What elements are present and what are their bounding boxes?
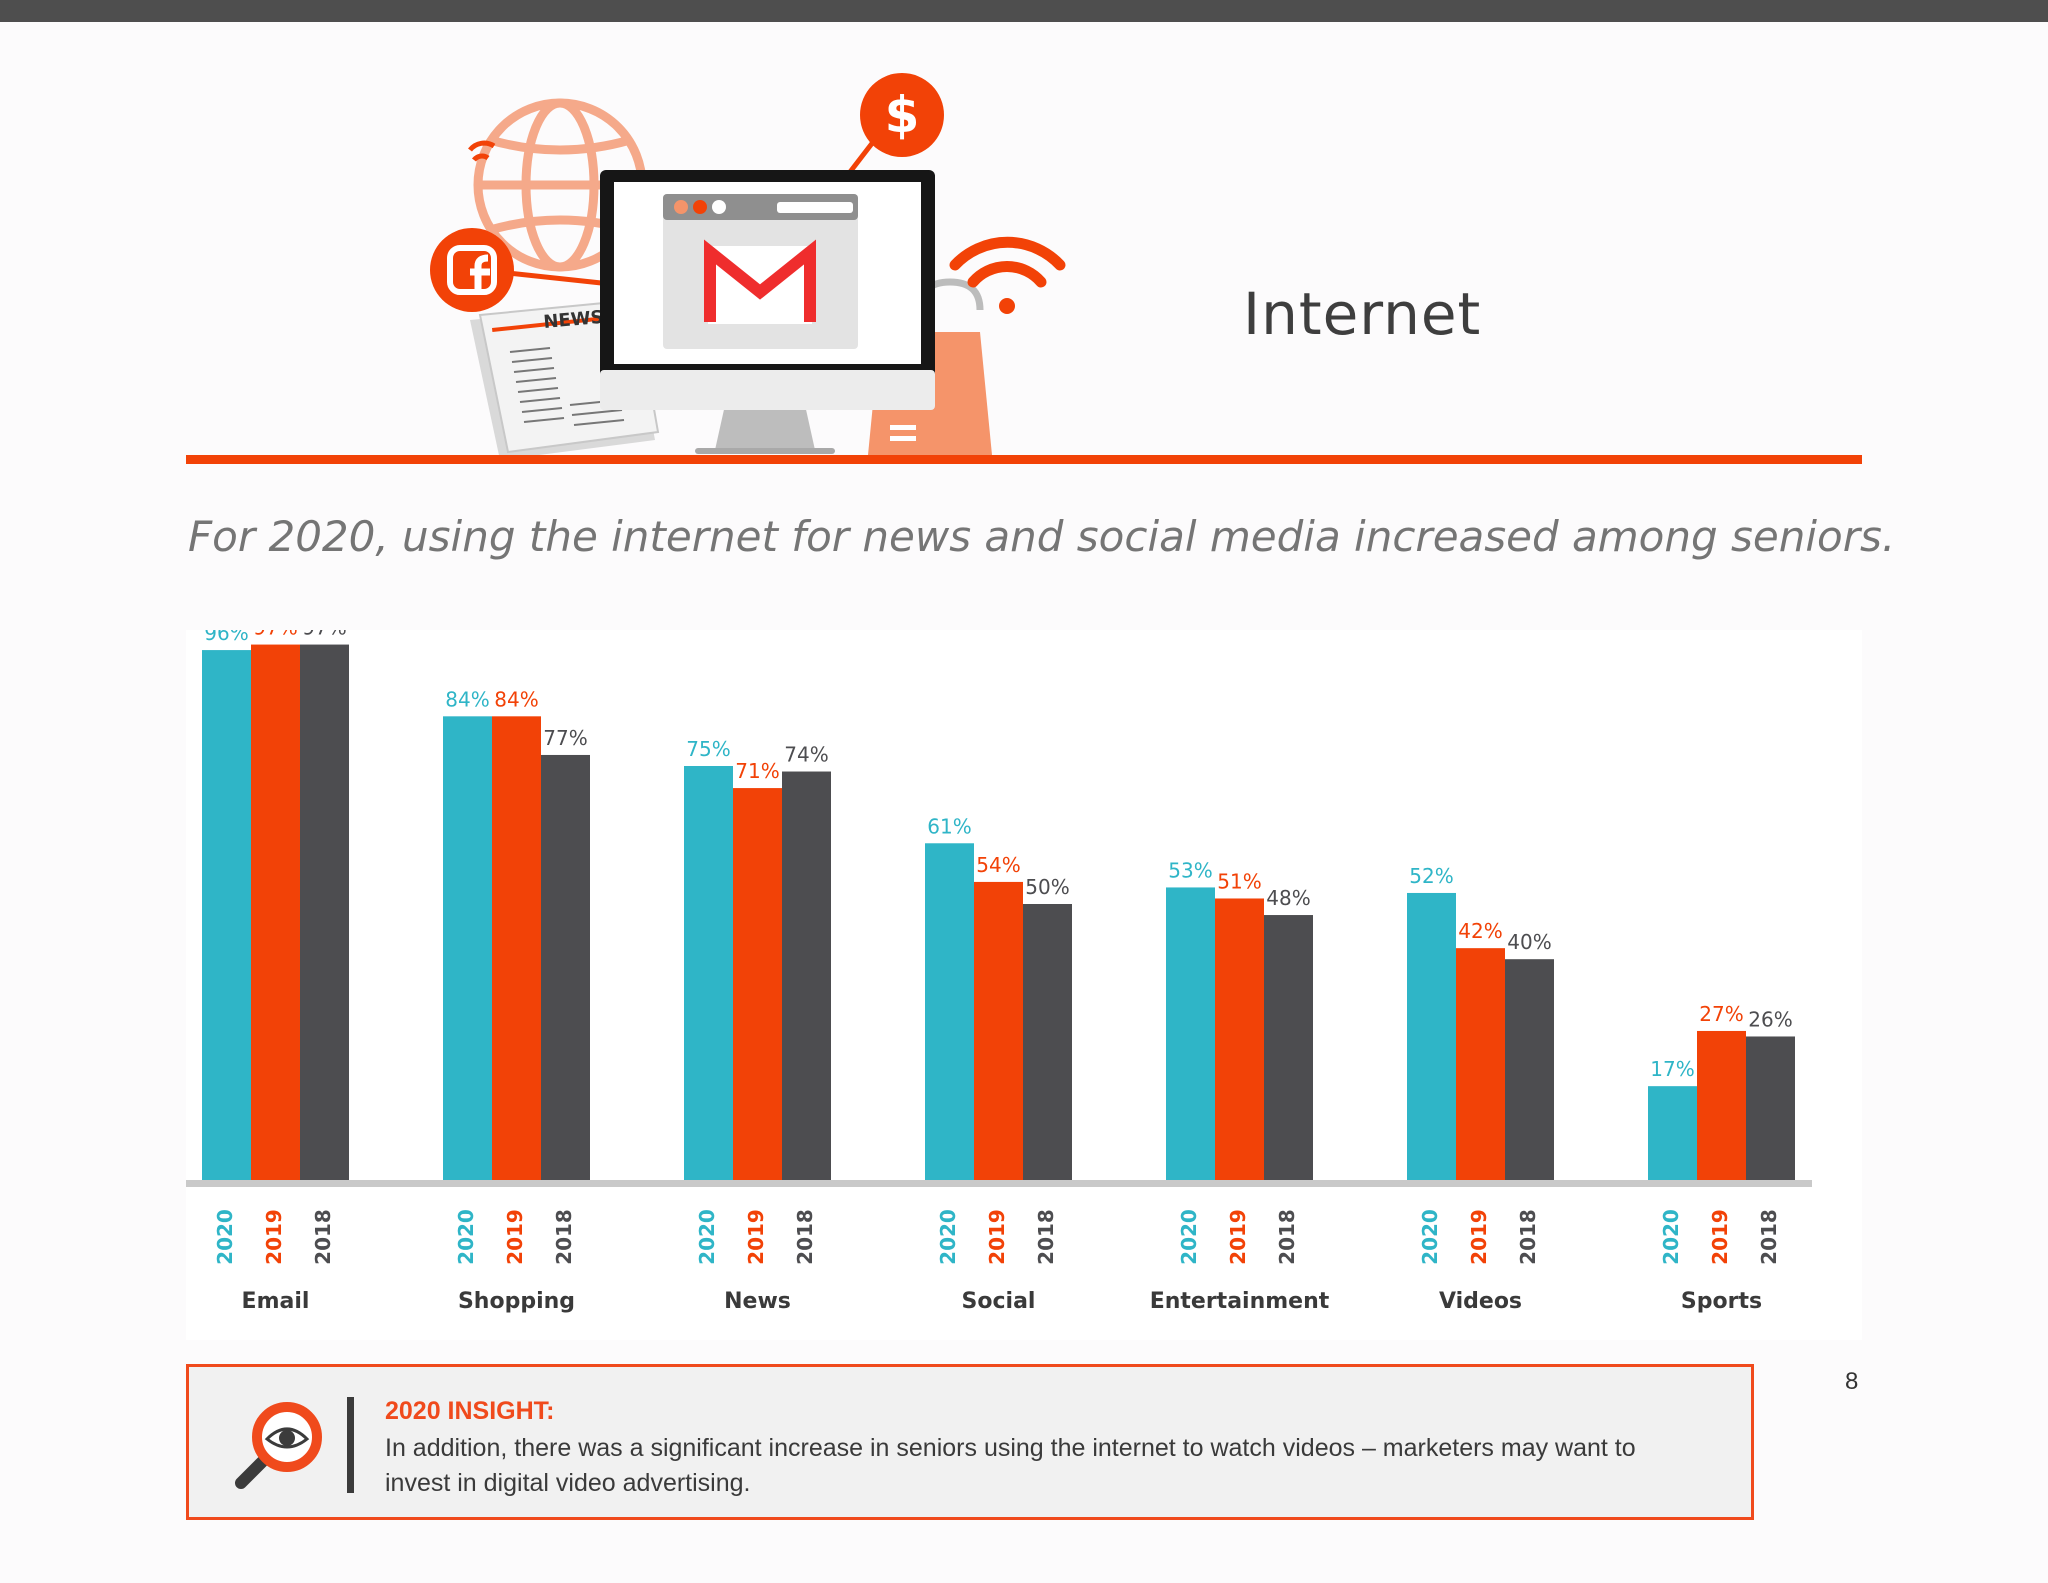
year-tick-label: 2019 [985, 1209, 1009, 1265]
chart-subtitle: For 2020, using the internet for news an… [188, 512, 1896, 561]
data-label: 50% [1025, 875, 1069, 899]
year-tick-label: 2020 [213, 1209, 237, 1265]
data-label: 51% [1217, 869, 1261, 893]
bar-entertainment-2018 [1264, 915, 1313, 1180]
bar-news-2019 [733, 788, 782, 1180]
bar-sports-2019 [1697, 1030, 1746, 1180]
page-number: 8 [1845, 1368, 1859, 1395]
data-label: 84% [494, 687, 538, 711]
wifi-icon [949, 236, 1066, 314]
bar-email-2020 [202, 650, 251, 1180]
data-label: 26% [1748, 1007, 1792, 1031]
data-label: 74% [784, 743, 828, 767]
year-tick-label: 2019 [1226, 1209, 1250, 1265]
data-label: 61% [927, 814, 971, 838]
category-label: Videos [1439, 1289, 1522, 1314]
data-label: 42% [1458, 919, 1502, 943]
data-label: 71% [735, 759, 779, 783]
data-label: 52% [1409, 864, 1453, 888]
small-wifi-icon [468, 140, 496, 162]
bar-shopping-2019 [492, 716, 541, 1180]
bar-social-2018 [1023, 904, 1072, 1180]
year-tick-label: 2020 [1177, 1209, 1201, 1265]
category-label: Shopping [458, 1289, 575, 1314]
header-divider [186, 455, 1862, 464]
year-tick-label: 2018 [311, 1209, 335, 1265]
dollar-icon: $ [860, 73, 944, 157]
category-label: News [724, 1289, 791, 1314]
section-title: Internet [1243, 280, 1482, 348]
bar-shopping-2020 [443, 716, 492, 1180]
year-tick-label: 2018 [793, 1209, 817, 1265]
year-tick-label: 2019 [1467, 1209, 1491, 1265]
bar-social-2019 [974, 881, 1023, 1180]
bar-email-2019 [251, 644, 300, 1180]
bar-chart: 96%202097%201997%2018Email84%202084%2019… [186, 630, 1812, 1314]
dollar-symbol: $ [885, 86, 920, 144]
facebook-icon [430, 228, 514, 312]
data-label: 54% [976, 853, 1020, 877]
year-tick-label: 2018 [1034, 1209, 1058, 1265]
year-tick-label: 2019 [503, 1209, 527, 1265]
data-label: 48% [1266, 886, 1310, 910]
monitor-icon [600, 170, 935, 454]
gmail-icon [704, 239, 816, 324]
bar-shopping-2018 [541, 754, 590, 1180]
data-label: 84% [445, 687, 489, 711]
x-axis-baseline [186, 1180, 1812, 1187]
data-label: 96% [204, 630, 248, 645]
year-tick-label: 2020 [454, 1209, 478, 1265]
bar-entertainment-2020 [1166, 887, 1215, 1180]
internet-illustration: NEWS $ [430, 73, 1066, 460]
year-tick-label: 2020 [1659, 1209, 1683, 1265]
category-label: Entertainment [1150, 1289, 1330, 1314]
bar-news-2018 [782, 771, 831, 1180]
data-label: 77% [543, 726, 587, 750]
bar-social-2020 [925, 843, 974, 1180]
bar-sports-2018 [1746, 1036, 1795, 1180]
magnifier-icon [235, 1402, 322, 1489]
data-label: 40% [1507, 930, 1551, 954]
chart-panel: 96%202097%201997%2018Email84%202084%2019… [186, 630, 1862, 1340]
category-label: Sports [1681, 1289, 1762, 1314]
year-tick-label: 2018 [552, 1209, 576, 1265]
bar-news-2020 [684, 766, 733, 1180]
top-bar [0, 0, 2048, 22]
bar-videos-2018 [1505, 959, 1554, 1180]
insight-text: In addition, there was a significant inc… [385, 1434, 1636, 1497]
year-tick-label: 2020 [1418, 1209, 1442, 1265]
bar-videos-2020 [1407, 892, 1456, 1180]
category-label: Email [242, 1289, 310, 1314]
bar-videos-2019 [1456, 948, 1505, 1180]
insight-divider [347, 1397, 354, 1493]
year-tick-label: 2020 [936, 1209, 960, 1265]
year-tick-label: 2019 [744, 1209, 768, 1265]
insight-title: 2020 INSIGHT: [385, 1397, 555, 1425]
data-label: 75% [686, 737, 730, 761]
data-label: 97% [253, 630, 297, 640]
data-label: 27% [1699, 1002, 1743, 1026]
data-label: 53% [1168, 858, 1212, 882]
insight-box: 2020 INSIGHT: In addition, there was a s… [186, 1364, 1754, 1520]
data-label: 17% [1650, 1057, 1694, 1081]
year-tick-label: 2018 [1275, 1209, 1299, 1265]
year-tick-label: 2019 [1708, 1209, 1732, 1265]
bar-email-2018 [300, 644, 349, 1180]
newspaper-label: NEWS [543, 307, 605, 333]
year-tick-label: 2020 [695, 1209, 719, 1265]
year-tick-label: 2019 [262, 1209, 286, 1265]
bar-entertainment-2019 [1215, 898, 1264, 1180]
year-tick-label: 2018 [1516, 1209, 1540, 1265]
year-tick-label: 2018 [1757, 1209, 1781, 1265]
bar-sports-2020 [1648, 1086, 1697, 1180]
category-label: Social [962, 1289, 1036, 1314]
data-label: 97% [302, 630, 346, 640]
